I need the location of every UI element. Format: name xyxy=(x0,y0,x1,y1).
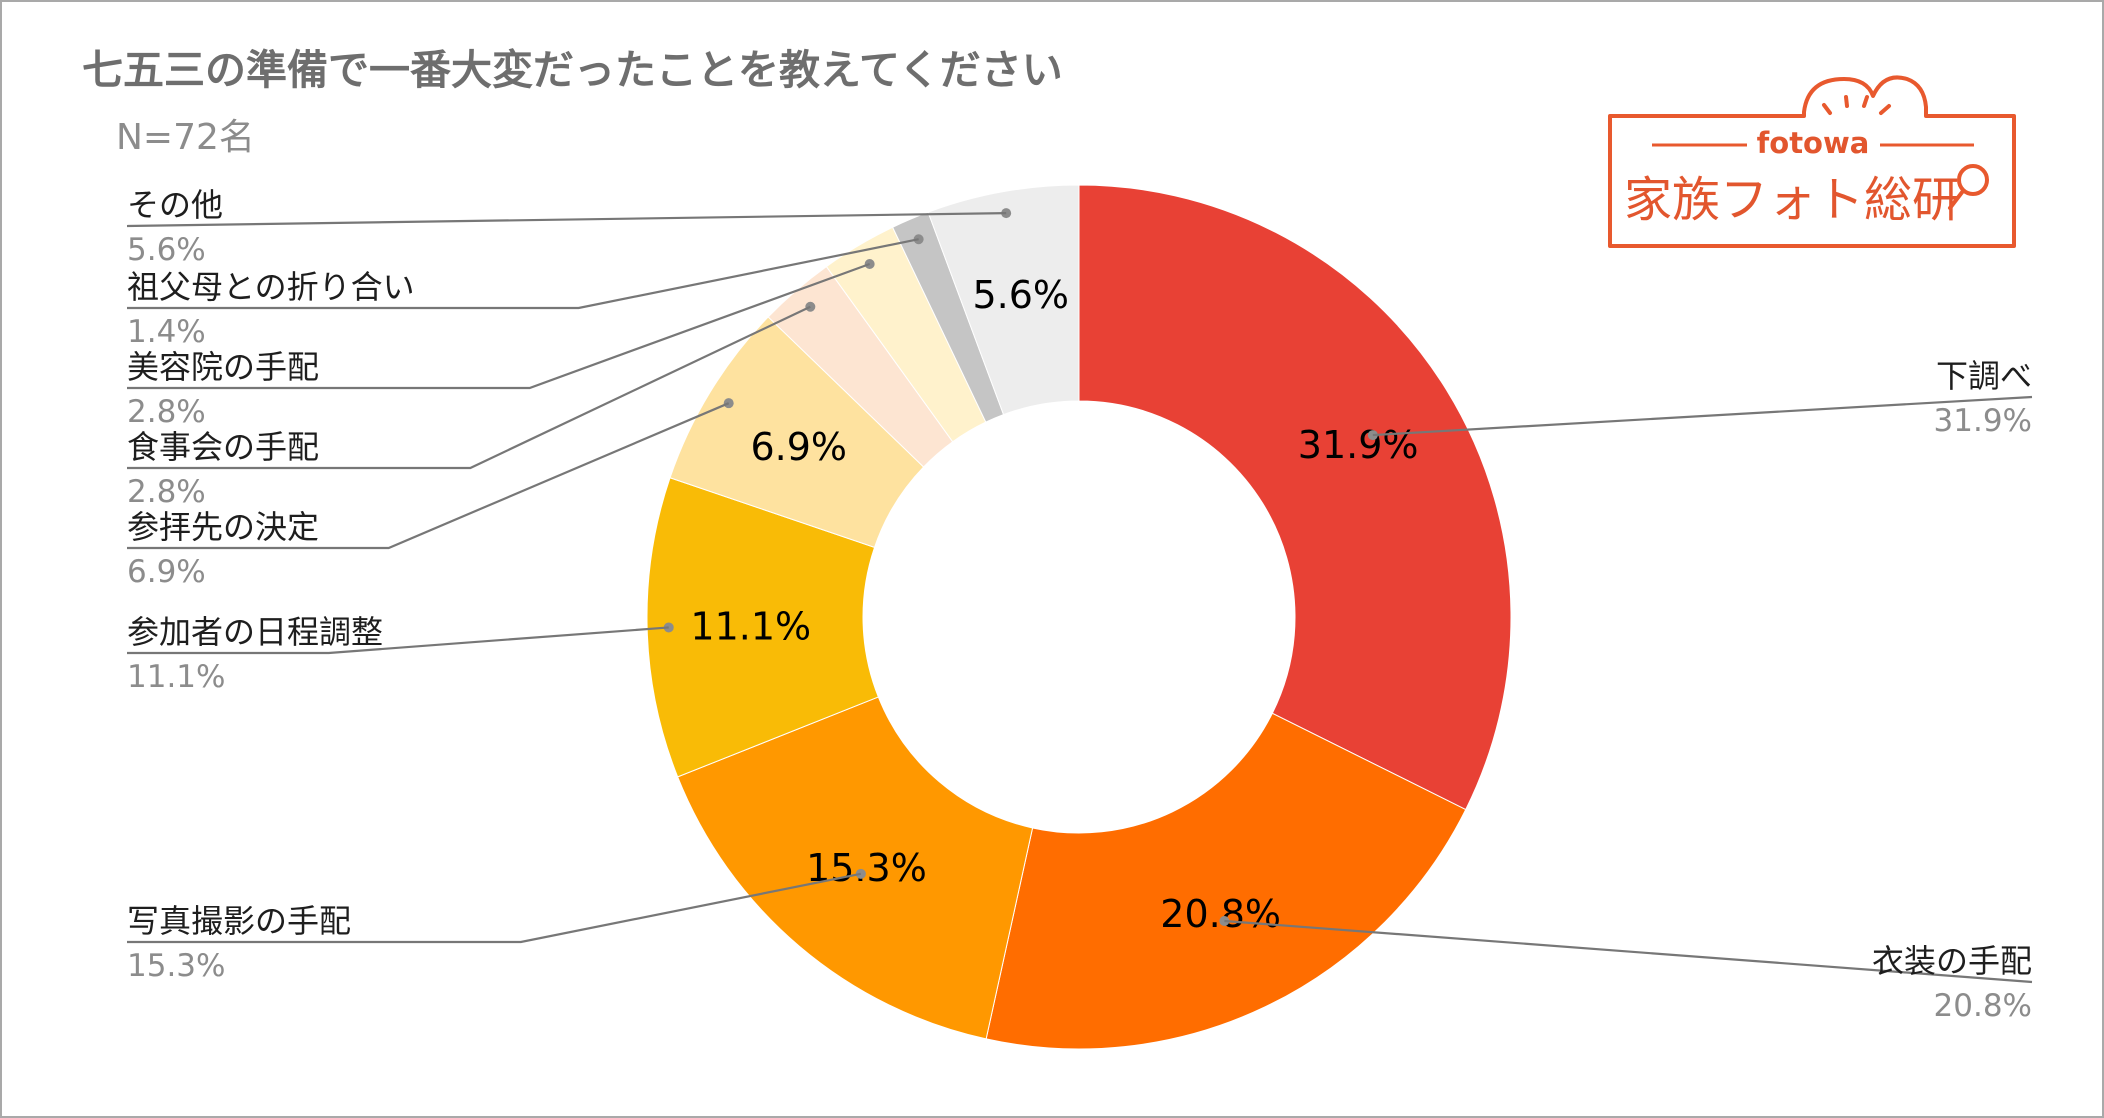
slice-9-label: その他 xyxy=(127,186,223,224)
slice-9-leader-dot xyxy=(1001,208,1012,219)
slice-4-leader-line xyxy=(127,626,669,655)
slice-1-wedge xyxy=(1078,184,1512,811)
slice-6-leader-line xyxy=(127,305,811,470)
fotowa-logo: fotowa 家族フォト総研 xyxy=(1608,75,2016,248)
slice-1-value: 31.9% xyxy=(1934,403,2032,439)
donut-slices xyxy=(646,184,1512,1050)
slice-8-leader-line xyxy=(127,238,919,310)
logo-name: 家族フォト総研 xyxy=(1624,172,1960,228)
slice-1-leader-line xyxy=(1372,395,2033,437)
slice-9-inner-label: 5.6% xyxy=(972,273,1069,317)
slice-1-label: 下調べ xyxy=(1936,357,2032,395)
slice-8-value: 1.4% xyxy=(127,314,206,350)
slice-3-value: 15.3% xyxy=(127,948,225,984)
sun-rays-icon xyxy=(1822,95,1891,115)
slice-2-leader-line xyxy=(1224,919,2033,984)
slice-3-inner-label: 15.3% xyxy=(806,846,927,890)
slice-5-leader-line xyxy=(127,402,730,550)
chart-title: 七五三の準備で一番大変だったことを教えてください xyxy=(82,46,1063,94)
slice-3-wedge xyxy=(677,696,1034,1040)
slice-9-wedge xyxy=(927,184,1080,416)
slice-6-value: 2.8% xyxy=(127,474,206,510)
slice-7-label: 美容院の手配 xyxy=(127,348,319,386)
slice-9-value: 5.6% xyxy=(127,232,206,268)
slice-1-inner-label: 31.9% xyxy=(1298,423,1419,467)
slice-3-label: 写真撮影の手配 xyxy=(127,902,351,940)
slice-2-inner-label: 20.8% xyxy=(1160,892,1281,936)
slice-7-value: 2.8% xyxy=(127,394,206,430)
inner-labels: 31.9% 20.8% 15.3% 11.1% 6.9% 5.6% xyxy=(690,273,1418,936)
slice-4-wedge xyxy=(646,477,879,778)
logo-frame xyxy=(1608,75,2016,248)
slice-2-wedge xyxy=(985,712,1467,1050)
slice-5-inner-label: 6.9% xyxy=(750,425,847,469)
slice-7-leader-line xyxy=(127,262,871,390)
slice-5-label: 参拝先の決定 xyxy=(127,508,319,546)
slice-4-value: 11.1% xyxy=(127,659,225,695)
magnifier-icon xyxy=(1948,164,1989,210)
slice-4-inner-label: 11.1% xyxy=(690,604,811,648)
slice-3-leader-line xyxy=(127,872,862,944)
slice-6-label: 食事会の手配 xyxy=(127,428,319,466)
chart-subtitle: N=72名 xyxy=(116,117,255,158)
slice-5-value: 6.9% xyxy=(127,554,206,590)
slice-2-label: 衣装の手配 xyxy=(1872,942,2032,980)
slice-4-label: 参加者の日程調整 xyxy=(127,613,383,651)
slice-2-value: 20.8% xyxy=(1934,988,2032,1024)
slice-9-leader-line xyxy=(126,212,1007,228)
callouts: 下調べ 31.9% 衣装の手配 20.8% 写真撮影の手配 15.3% 参加者の日程調整 11… xyxy=(126,186,2033,1024)
slice-8-label: 祖父母との折り合い xyxy=(127,268,415,306)
logo-brand: fotowa xyxy=(1757,126,1870,160)
